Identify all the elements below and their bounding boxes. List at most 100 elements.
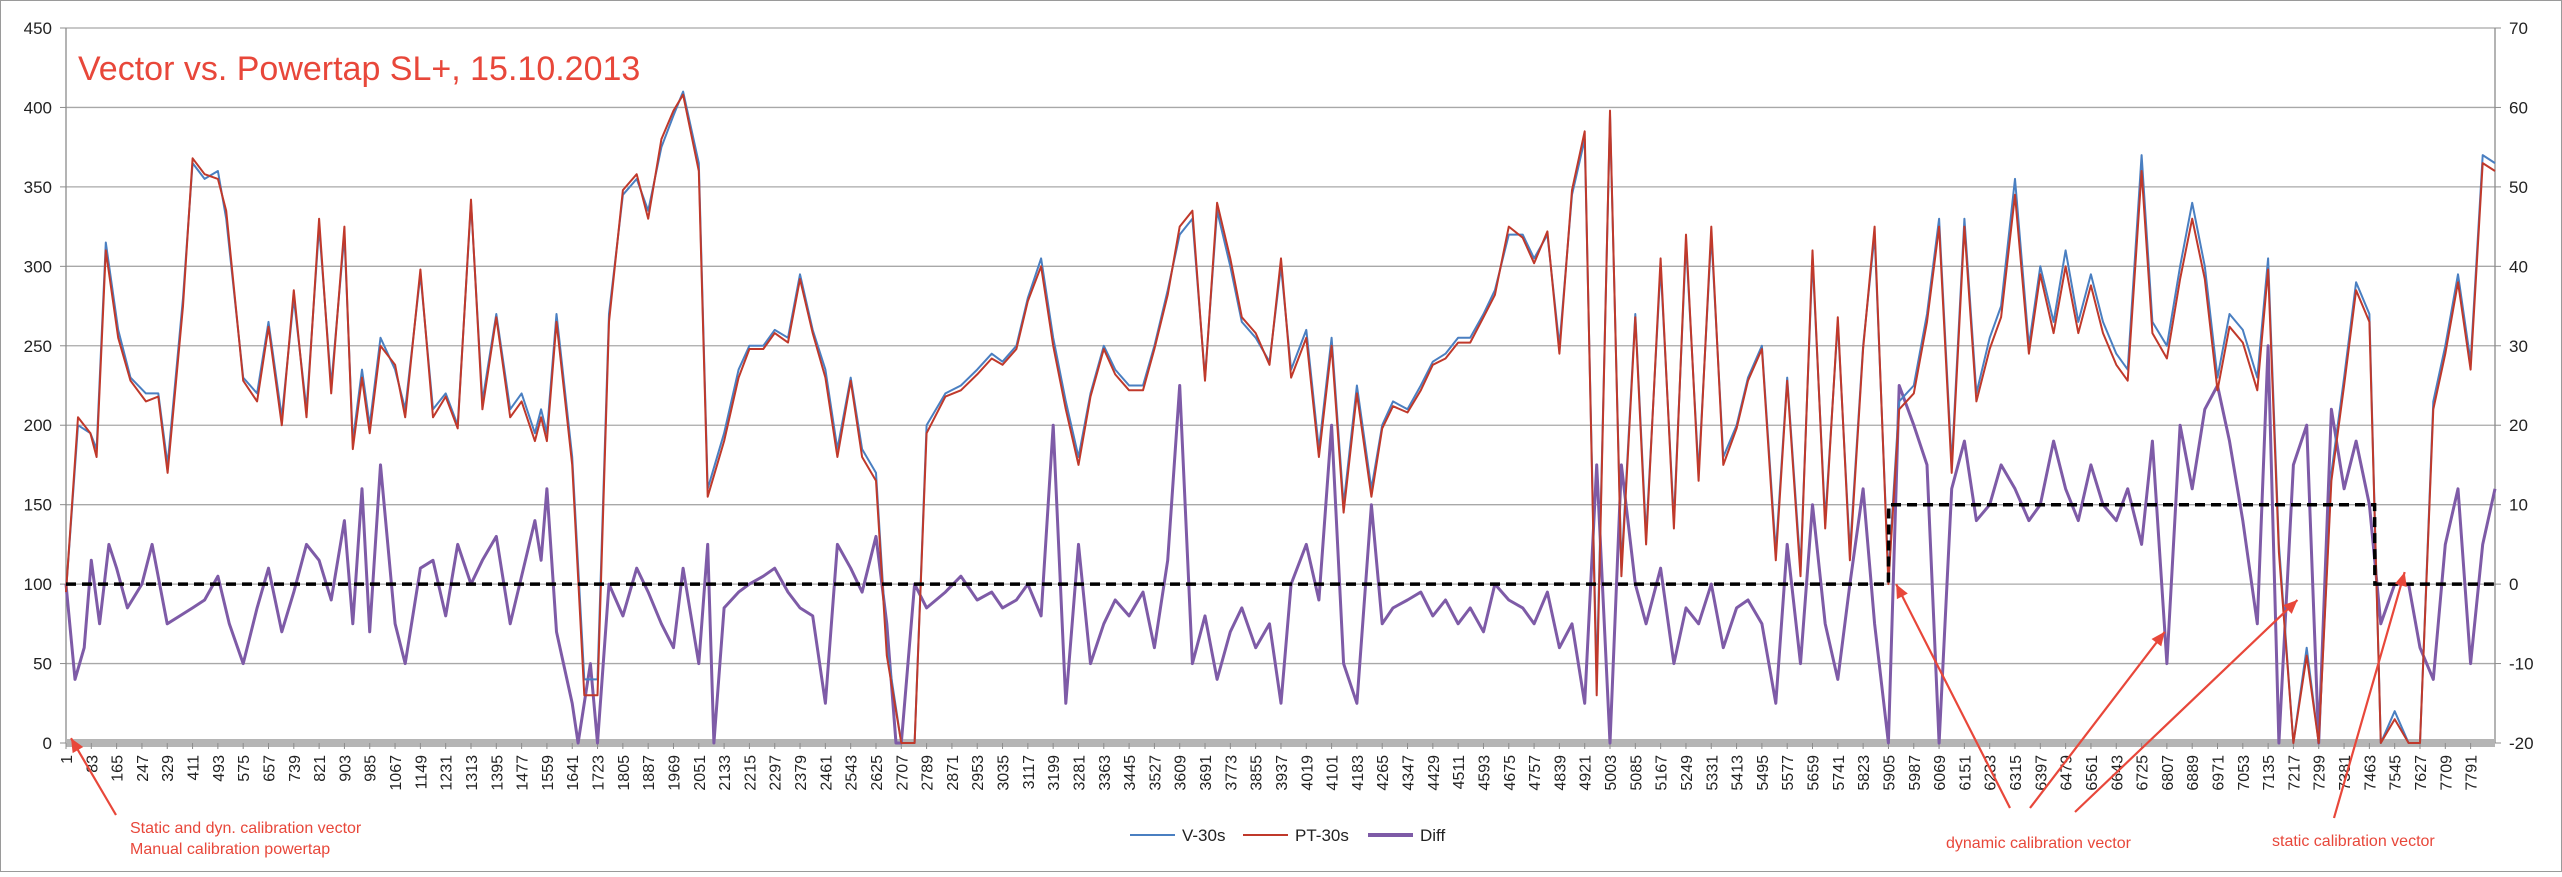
x-tick-label: 2133 bbox=[717, 755, 734, 791]
x-tick-label: 1231 bbox=[439, 755, 456, 791]
x-tick-label: 4675 bbox=[1502, 755, 1519, 791]
x-tick-label: 1477 bbox=[515, 755, 532, 791]
x-tick-label: 4757 bbox=[1527, 755, 1544, 791]
annotation-arrowhead bbox=[2283, 600, 2298, 614]
y-tick-label-left: 50 bbox=[33, 655, 52, 674]
x-tick-label: 3199 bbox=[1046, 755, 1063, 791]
legend-item: PT-30s bbox=[1243, 826, 1349, 845]
x-tick-label: 2051 bbox=[692, 755, 709, 791]
annotation-arrowhead bbox=[71, 738, 84, 754]
x-tick-label: 3527 bbox=[1147, 755, 1164, 791]
x-tick-label: 7463 bbox=[2362, 755, 2379, 791]
x-tick-label: 985 bbox=[363, 755, 380, 782]
y-tick-label-right: 20 bbox=[2509, 416, 2528, 435]
y-tick-label-left: 0 bbox=[43, 734, 52, 753]
x-tick-label: 1313 bbox=[464, 755, 481, 791]
x-tick-label: 2871 bbox=[945, 755, 962, 791]
y-tick-label-left: 350 bbox=[24, 178, 52, 197]
y-tick-label-right: -10 bbox=[2509, 655, 2534, 674]
x-tick-label: 3609 bbox=[1173, 755, 1190, 791]
x-tick-label: 4265 bbox=[1375, 755, 1392, 791]
x-tick-label: 2953 bbox=[970, 755, 987, 791]
x-tick-label: 3117 bbox=[1021, 755, 1038, 790]
series-pt-30s bbox=[65, 93, 2496, 744]
x-tick-label: 7299 bbox=[2312, 755, 2329, 791]
y-axis-left: 0 50 100 150 200 250 300 350 400 450 bbox=[24, 19, 66, 753]
x-tick-label: 4429 bbox=[1426, 755, 1443, 791]
x-tick-label: 493 bbox=[211, 755, 228, 782]
x-tick-label: 1805 bbox=[616, 755, 633, 791]
x-tick-label: 1887 bbox=[641, 755, 658, 791]
legend-label: Diff bbox=[1420, 826, 1445, 845]
x-tick-label: 6807 bbox=[2160, 755, 2177, 791]
y-tick-label-right: 60 bbox=[2509, 98, 2528, 117]
x-tick-label: 411 bbox=[186, 755, 203, 781]
x-tick-label: 7791 bbox=[2464, 755, 2481, 791]
chart-title: Vector vs. Powertap SL+, 15.10.2013 bbox=[78, 50, 640, 88]
y-tick-label-left: 300 bbox=[24, 257, 52, 276]
x-tick-label: 2707 bbox=[894, 755, 911, 791]
x-tick-label: 4593 bbox=[1476, 755, 1493, 791]
x-tick-label: 7053 bbox=[2236, 755, 2253, 791]
x-tick-label: 6397 bbox=[2033, 755, 2050, 791]
x-tick-label: 5495 bbox=[1755, 755, 1772, 791]
x-tick-label: 3363 bbox=[1097, 755, 1114, 791]
x-tick-label: 6889 bbox=[2185, 755, 2202, 791]
y-tick-label-left: 400 bbox=[24, 98, 52, 117]
annotation-arrow bbox=[2029, 631, 2166, 809]
y-tick-label-left: 100 bbox=[24, 575, 52, 594]
x-tick-label: 5249 bbox=[1679, 755, 1696, 791]
annotation-arrowhead bbox=[2151, 631, 2165, 647]
x-tick-label: 739 bbox=[287, 755, 304, 782]
x-tick-label: 1149 bbox=[413, 755, 430, 790]
annotation-arrow bbox=[70, 737, 117, 816]
x-tick-label: 2543 bbox=[844, 755, 861, 791]
x-tick-label: 5823 bbox=[1856, 755, 1873, 791]
x-tick-label: 2215 bbox=[742, 755, 759, 791]
x-tick-label: 4101 bbox=[1325, 755, 1342, 791]
calibration-reference-line bbox=[66, 502, 2495, 586]
x-tick-label: 3773 bbox=[1223, 755, 1240, 791]
x-tick-label: 1395 bbox=[489, 755, 506, 791]
annotation-arrow bbox=[1895, 583, 2011, 809]
y-tick-label-right: 0 bbox=[2509, 575, 2518, 594]
x-tick-label: 6971 bbox=[2210, 755, 2227, 791]
x-tick-label: 2461 bbox=[818, 755, 835, 791]
x-tick-label: 7217 bbox=[2286, 755, 2303, 791]
x-tick-label: 657 bbox=[261, 755, 278, 782]
annotation-arrowhead bbox=[2395, 572, 2407, 587]
x-tick-label: 6315 bbox=[2008, 755, 2025, 791]
x-tick-label: 3445 bbox=[1122, 755, 1139, 791]
x-tick-label: 5167 bbox=[1654, 755, 1671, 791]
annotations: Static and dyn. calibration vector Manual… bbox=[70, 571, 2435, 858]
x-tick-label: 3855 bbox=[1249, 755, 1266, 791]
x-tick-label: 7709 bbox=[2438, 755, 2455, 791]
x-tick-label: 7545 bbox=[2388, 755, 2405, 791]
x-tick-label: 7135 bbox=[2261, 755, 2278, 791]
x-tick-label: 5085 bbox=[1628, 755, 1645, 791]
y-tick-label-right: 30 bbox=[2509, 337, 2528, 356]
x-tick-label: 5905 bbox=[1881, 755, 1898, 791]
x-tick-label: 5003 bbox=[1603, 755, 1620, 791]
y-tick-label-left: 250 bbox=[24, 337, 52, 356]
x-tick-label: 5741 bbox=[1831, 755, 1848, 791]
x-tick-label: 247 bbox=[135, 755, 152, 782]
y-tick-label-right: 40 bbox=[2509, 257, 2528, 276]
legend: V-30s PT-30s Diff bbox=[1130, 826, 1445, 845]
x-tick-label: 2625 bbox=[869, 755, 886, 791]
annotation-text: dynamic calibration vector bbox=[1946, 835, 2132, 852]
x-tick-label: 1641 bbox=[565, 755, 582, 791]
y-tick-label-right: -20 bbox=[2509, 734, 2534, 753]
x-tick-label: 2379 bbox=[793, 755, 810, 791]
x-tick-label: 4183 bbox=[1350, 755, 1367, 791]
legend-label: PT-30s bbox=[1295, 826, 1349, 845]
x-tick-label: 1969 bbox=[666, 755, 683, 791]
annotation-arrowhead bbox=[1896, 584, 1908, 600]
x-tick-label: 821 bbox=[312, 755, 329, 782]
x-tick-label: 3937 bbox=[1274, 755, 1291, 791]
y-tick-label-left: 200 bbox=[24, 416, 52, 435]
x-tick-label: 7627 bbox=[2413, 755, 2430, 791]
